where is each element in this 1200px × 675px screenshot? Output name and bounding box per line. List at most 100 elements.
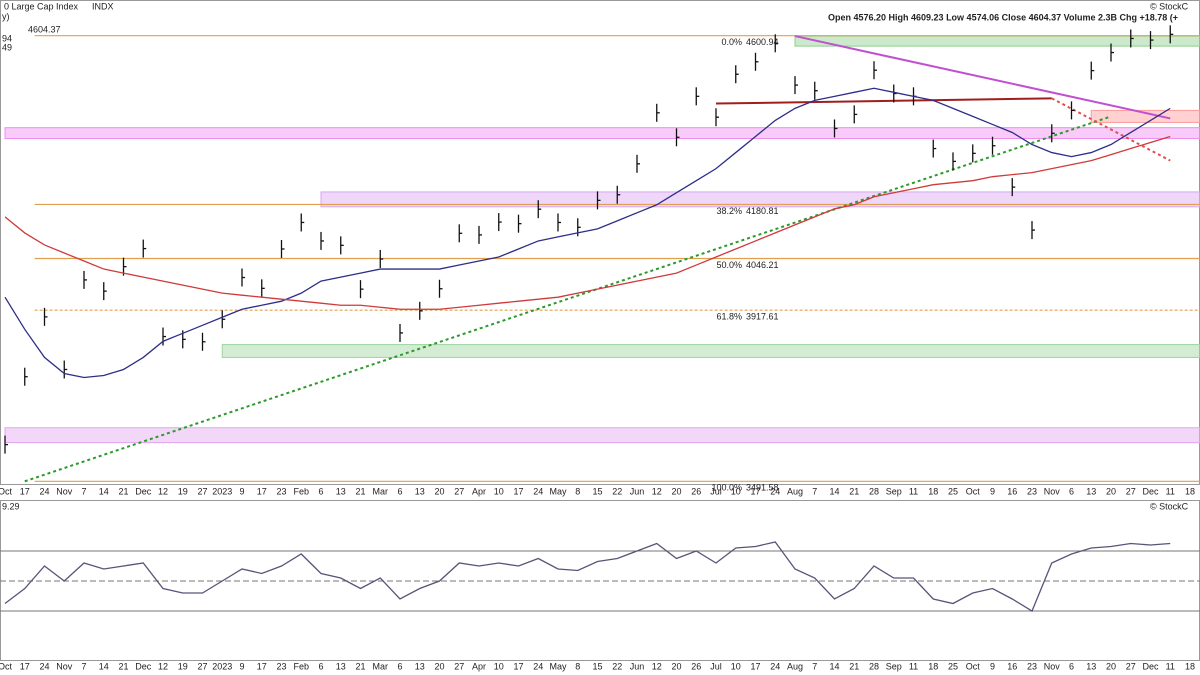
watermark: © StockC [1150, 501, 1189, 511]
x-tick-label: 7 [81, 661, 86, 671]
x-tick-label: 19 [178, 486, 188, 496]
x-tick-label: Oct [0, 661, 12, 671]
x-tick-label: 23 [276, 661, 286, 671]
x-tick-label: 17 [20, 661, 30, 671]
x-tick-label: 24 [39, 661, 49, 671]
x-tick-label: 20 [434, 661, 444, 671]
x-tick-label: 7 [812, 661, 817, 671]
x-tick-label: Sep [886, 486, 902, 496]
fib-label: 100.0% [711, 483, 742, 493]
x-tick-label: Oct [966, 661, 981, 671]
x-tick-label: 20 [1106, 661, 1116, 671]
x-tick-label: 11 [1166, 661, 1175, 671]
fib-label: 50.0% [716, 260, 742, 270]
zone [4, 127, 1200, 140]
x-tick-label: 18 [1185, 661, 1195, 671]
x-tick-label: 20 [434, 486, 444, 496]
x-tick-label: 14 [829, 486, 839, 496]
x-tick-label: 8 [575, 486, 580, 496]
last-price: 4604.37 [28, 24, 61, 34]
x-tick-label: 21 [849, 661, 859, 671]
x-tick-label: 10 [731, 661, 741, 671]
x-tick-label: 12 [158, 661, 168, 671]
rsi-line [4, 541, 1171, 612]
x-tick-label: 13 [415, 661, 425, 671]
x-tick-label: 27 [454, 661, 464, 671]
x-tick-label: Aug [787, 661, 803, 671]
x-tick-label: 10 [494, 486, 504, 496]
x-tick-label: 6 [318, 486, 323, 496]
x-tick-label: 28 [869, 486, 879, 496]
x-tick-label: 22 [612, 486, 622, 496]
x-tick-label: 17 [513, 486, 523, 496]
x-tick-label: 12 [158, 486, 168, 496]
zone [320, 191, 1200, 208]
x-tick-label: 16 [1007, 486, 1017, 496]
x-tick-label: Aug [787, 486, 803, 496]
x-tick-label: 27 [454, 486, 464, 496]
x-tick-label: 6 [318, 661, 323, 671]
legend-fragment: 94 [2, 33, 12, 43]
fib-value: 3917.61 [746, 312, 779, 322]
legend-fragment: 49 [2, 42, 12, 52]
x-tick-label: Oct [0, 486, 12, 496]
exchange: INDX [92, 1, 114, 11]
x-tick-label: 11 [909, 486, 918, 496]
x-tick-label: 17 [20, 486, 30, 496]
x-tick-label: 12 [652, 661, 662, 671]
x-tick-label: 11 [1166, 486, 1175, 496]
x-tick-label: Sep [886, 661, 902, 671]
trendline [715, 97, 1052, 105]
x-tick-label: 13 [336, 486, 346, 496]
x-tick-label: 18 [928, 486, 938, 496]
x-tick-label: 20 [671, 661, 681, 671]
x-tick-label: 6 [1069, 661, 1074, 671]
x-tick-label: 18 [1185, 486, 1195, 496]
x-tick-label: 27 [197, 661, 207, 671]
x-tick-label: Dec [1142, 486, 1159, 496]
x-tick-label: May [549, 661, 567, 671]
x-tick-label: 23 [1027, 486, 1037, 496]
x-tick-label: 21 [118, 486, 128, 496]
x-tick-label: 10 [494, 661, 504, 671]
x-tick-label: 9 [990, 486, 995, 496]
x-tick-label: 7 [812, 486, 817, 496]
moving-average [4, 87, 1171, 379]
x-tick-label: 20 [671, 486, 681, 496]
x-tick-label: 6 [1069, 486, 1074, 496]
x-tick-label: Mar [373, 661, 389, 671]
watermark: © StockC [1150, 1, 1189, 11]
fib-value: 3491.58 [746, 483, 779, 493]
x-tick-label: Nov [56, 486, 73, 496]
x-tick-label: 13 [1086, 486, 1096, 496]
x-tick-label: 17 [257, 661, 267, 671]
fib-value: 4180.81 [746, 206, 779, 216]
x-tick-label: 14 [99, 486, 109, 496]
x-tick-label: 24 [533, 661, 543, 671]
x-tick-label: 25 [948, 661, 958, 671]
x-tick-label: 21 [118, 661, 128, 671]
x-tick-label: Jun [630, 661, 645, 671]
x-tick-label: 9 [990, 661, 995, 671]
x-tick-label: Jun [630, 486, 645, 496]
rsi-label: 9.29 [2, 501, 20, 511]
moving-average [4, 135, 1171, 310]
x-tick-label: 13 [1086, 661, 1096, 671]
x-tick-label: 20 [1106, 486, 1116, 496]
x-tick-label: 17 [513, 661, 523, 671]
x-tick-label: Jul [710, 661, 722, 671]
x-tick-label: 24 [770, 486, 780, 496]
x-tick-label: 2023 [212, 486, 232, 496]
x-tick-label: 11 [909, 661, 918, 671]
x-tick-label: 2023 [212, 661, 232, 671]
x-tick-label: 12 [652, 486, 662, 496]
trendline [794, 35, 1171, 120]
x-tick-label: 13 [415, 486, 425, 496]
x-tick-label: 15 [592, 661, 602, 671]
fib-value: 4600.94 [746, 37, 779, 47]
x-tick-label: 21 [355, 661, 365, 671]
x-tick-label: Feb [293, 486, 309, 496]
fib-label: 0.0% [721, 37, 742, 47]
x-tick-label: 17 [257, 486, 267, 496]
trendline [24, 115, 1112, 483]
